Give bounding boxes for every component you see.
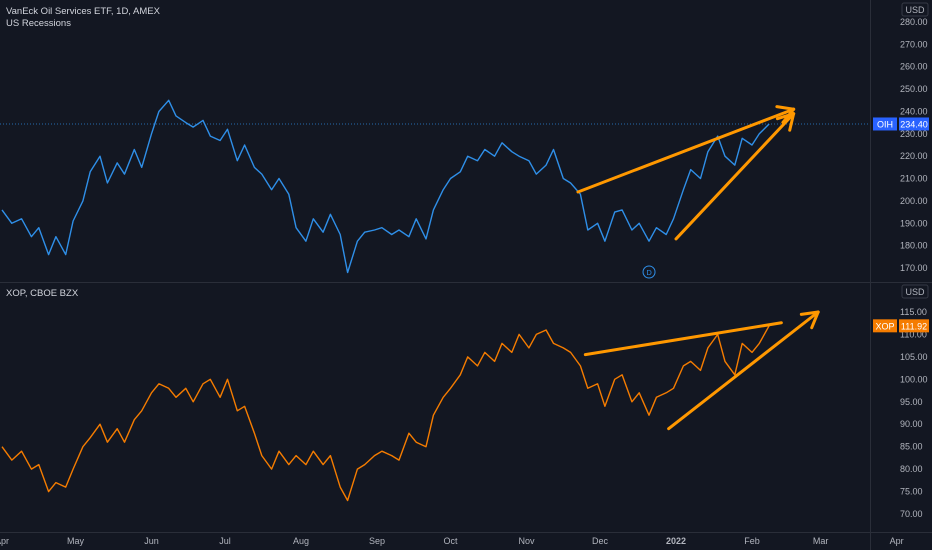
xop-arrowhead-1-0 [810, 310, 820, 330]
x-tick-label: Jun [144, 536, 159, 546]
x-tick-label: Jul [219, 536, 231, 546]
oih-arrowhead-1-0 [788, 112, 796, 132]
xop-y-tick-label: 90.00 [900, 419, 923, 429]
oih-arrowhead-1-1 [775, 112, 796, 121]
oih-last-price-tag [899, 117, 929, 131]
oih-series-group [1, 99, 770, 274]
xop-y-tick-label: 80.00 [900, 464, 923, 474]
dividend-marker-label: D [646, 268, 652, 277]
oih-y-tick-label: 240.00 [900, 106, 928, 116]
oih-y-tick-label: 170.00 [900, 263, 928, 273]
x-tick-label: Nov [518, 536, 535, 546]
xop-y-tick-label: 95.00 [900, 397, 923, 407]
x-tick-label: May [67, 536, 85, 546]
oih-y-tick-label: 180.00 [900, 241, 928, 251]
oih-y-tick-label: 280.00 [900, 17, 928, 27]
oih-y-tick-label: 260.00 [900, 62, 928, 72]
xop-series-group [1, 325, 770, 502]
xop-title: XOP, CBOE BZX [6, 288, 79, 299]
x-tick-label: Apr [890, 536, 904, 546]
xop-symbol-tag [873, 319, 897, 333]
xop-price-line[interactable] [1, 325, 770, 502]
xop-y-tick-label: 75.00 [900, 487, 923, 497]
oih-title: VanEck Oil Services ETF, 1D, AMEX [6, 6, 160, 17]
oih-legend: VanEck Oil Services ETF, 1D, AMEX US Rec… [6, 6, 160, 30]
xop-arrowhead-1-1 [799, 310, 820, 316]
oih-y-tick-label: 220.00 [900, 151, 928, 161]
oih-y-tick-label: 270.00 [900, 39, 928, 49]
xop-legend: XOP, CBOE BZX [6, 288, 78, 300]
x-tick-label: Dec [592, 536, 609, 546]
x-tick-label: Mar [813, 536, 829, 546]
oih-symbol-tag [873, 117, 897, 131]
x-tick-label: Aug [293, 536, 309, 546]
oih-currency-label: USD [905, 5, 925, 15]
xop-y-tick-label: 105.00 [900, 352, 928, 362]
oih-price-line[interactable] [1, 99, 770, 274]
oih-trendline-0[interactable] [576, 107, 796, 194]
x-tick-label: 2022 [666, 536, 686, 546]
dividend-marker[interactable] [642, 265, 656, 279]
oih-y-tick-label: 200.00 [900, 196, 928, 206]
xop-currency-box[interactable] [901, 284, 929, 299]
oih-y-tick-label: 210.00 [900, 174, 928, 184]
xop-y-tick-label: 115.00 [900, 307, 927, 317]
oih-trendline-1[interactable] [674, 112, 796, 241]
oih-last-price-label: 234.40 [900, 119, 928, 129]
oih-symbol-tag-label: OIH [877, 119, 893, 129]
oih-arrowhead-0-1 [775, 105, 796, 111]
oih-currency-box[interactable] [901, 2, 929, 17]
oih-y-tick-label: 230.00 [900, 129, 928, 139]
xop-y-tick-label: 70.00 [900, 509, 923, 519]
oih-y-tick-label: 190.00 [900, 218, 928, 228]
xop-last-price-label: 111.92 [901, 321, 927, 331]
xop-y-tick-label: 110.00 [900, 329, 927, 339]
x-tick-label: Oct [444, 536, 459, 546]
xop-y-tick-label: 85.00 [900, 442, 923, 452]
xop-symbol-tag-label: XOP [875, 321, 894, 331]
xop-currency-label: USD [905, 287, 925, 297]
xop-trendline-0[interactable] [583, 321, 783, 357]
xop-y-tick-label: 100.00 [900, 374, 928, 384]
x-tick-label: Apr [0, 536, 9, 546]
oih-subtitle: US Recessions [6, 18, 71, 29]
x-tick-label: Feb [744, 536, 760, 546]
xop-last-price-tag [899, 319, 929, 333]
x-tick-label: Sep [369, 536, 385, 546]
oih-y-tick-label: 250.00 [900, 84, 928, 94]
xop-trendline-1[interactable] [667, 310, 820, 431]
